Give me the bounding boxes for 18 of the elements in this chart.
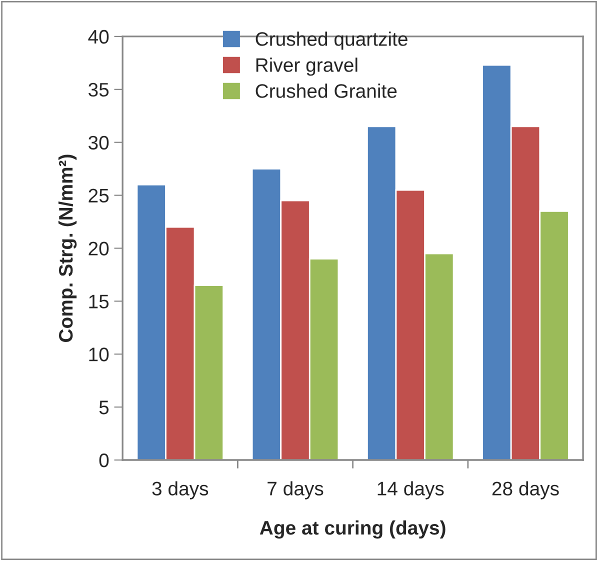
- y-tick-label: 30: [88, 136, 109, 150]
- y-axis-title: Comp. Strg. (N/mm²): [58, 154, 77, 342]
- x-tick-label: 14 days: [378, 481, 444, 500]
- y-tick-label: 15: [89, 294, 109, 308]
- y-tick-label: 5: [99, 400, 109, 414]
- x-tick-label: 28 days: [492, 481, 559, 500]
- x-tick-label: 3 days: [152, 481, 208, 500]
- legend-label: River gravel: [256, 58, 358, 76]
- legend-label: Crushed Granite: [256, 84, 397, 98]
- legend-label: Crushed quartzite: [256, 32, 408, 50]
- y-tick-label: 40: [88, 30, 109, 44]
- y-tick-label: 35: [88, 82, 109, 97]
- x-tick-label: 7 days: [268, 481, 324, 500]
- y-tick-label: 0: [99, 453, 109, 468]
- y-tick-label: 20: [88, 242, 109, 256]
- y-tick-label: 10: [89, 348, 109, 362]
- y-tick-label: 25: [88, 188, 109, 203]
- x-axis-title: Age at curing (days): [260, 520, 446, 539]
